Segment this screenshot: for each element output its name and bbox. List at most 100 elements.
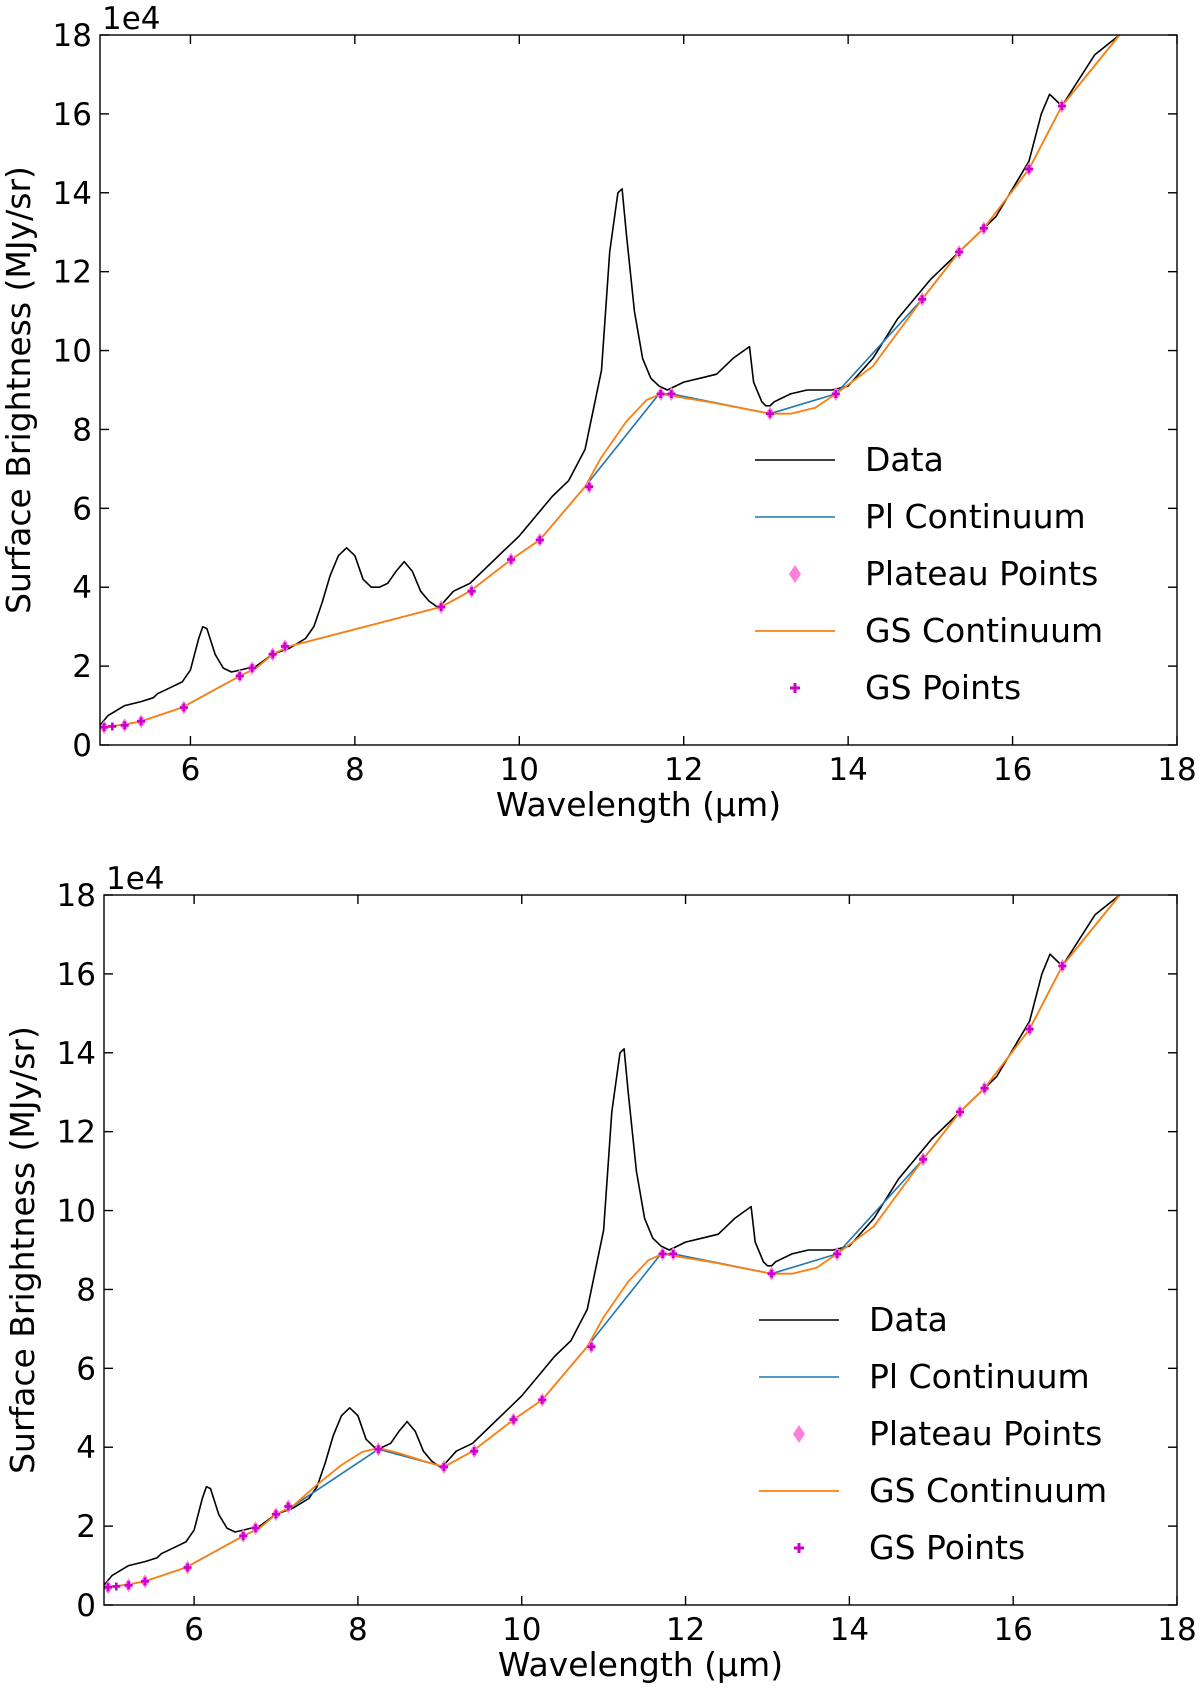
gs-point-marker <box>179 703 188 712</box>
gs-point-marker <box>251 1524 260 1533</box>
y-tick-label: 4 <box>76 1430 96 1466</box>
gs-point-marker <box>272 1510 281 1519</box>
legend-label: GS Continuum <box>869 1471 1107 1510</box>
x-axis-label: Wavelength (μm) <box>496 785 781 824</box>
x-tick-label: 14 <box>828 752 867 788</box>
gs-point-marker <box>980 1084 989 1093</box>
legend-item: GS Points <box>794 1528 1025 1567</box>
plot-area <box>104 895 1121 1595</box>
y-offset-text: 1e4 <box>106 861 165 897</box>
series-line-gs-continuum <box>104 895 1121 1589</box>
y-tick-label: 2 <box>72 649 92 685</box>
gs-point-marker <box>100 723 109 732</box>
y-tick-label: 10 <box>53 334 92 370</box>
gs-point-marker <box>374 1445 383 1454</box>
x-tick-label: 18 <box>1157 1612 1196 1648</box>
gs-point-marker <box>955 247 964 256</box>
x-tick-label: 10 <box>500 752 539 788</box>
x-tick-label: 6 <box>184 1612 204 1648</box>
x-tick-label: 6 <box>181 752 201 788</box>
gs-point-marker <box>268 650 277 659</box>
gs-point-marker <box>919 1155 928 1164</box>
gs-point-marker <box>1057 102 1066 110</box>
legend-item: Pl Continuum <box>755 497 1086 536</box>
legend-label: GS Points <box>865 668 1021 707</box>
gs-point-marker <box>507 555 516 564</box>
y-tick-label: 10 <box>57 1194 96 1230</box>
gs-point-marker <box>918 295 927 304</box>
gs-point-marker <box>509 1415 518 1424</box>
legend-label: Plateau Points <box>869 1414 1102 1453</box>
y-tick-label: 18 <box>57 878 96 914</box>
gs-point-marker <box>658 1249 667 1258</box>
legend: Data Pl Continuum Plateau Points GS Continu… <box>759 1300 1107 1567</box>
gs-point-marker <box>470 1447 479 1456</box>
x-tick-label: 16 <box>993 1612 1032 1648</box>
gs-point-marker <box>538 1395 547 1404</box>
gs-point-marker <box>439 1462 448 1471</box>
y-tick-label: 8 <box>76 1272 96 1308</box>
y-tick-label: 12 <box>53 255 92 291</box>
legend-item: Plateau Points <box>793 1414 1102 1453</box>
gs-point-marker <box>767 1269 776 1278</box>
legend-item: GS Points <box>790 668 1021 707</box>
gs-point-marker <box>669 1249 678 1258</box>
series-line-data <box>104 895 1121 1586</box>
y-axis-label: Surface Brightness (MJy/sr) <box>3 1026 42 1474</box>
legend-label: Pl Continuum <box>869 1357 1090 1396</box>
y-tick-label: 14 <box>57 1036 96 1072</box>
x-tick-label: 16 <box>993 752 1032 788</box>
y-axis-label: Surface Brightness (MJy/sr) <box>0 166 38 614</box>
legend-item: Pl Continuum <box>759 1357 1090 1396</box>
y-tick-label: 16 <box>57 957 96 993</box>
legend-swatch-plateau <box>793 1425 805 1443</box>
gs-point-marker <box>248 664 257 673</box>
x-tick-label: 18 <box>1157 752 1196 788</box>
legend-swatch-gs-points <box>794 1543 804 1553</box>
gs-point-marker <box>120 721 129 730</box>
legend: Data Pl Continuum Plateau Points GS Continu… <box>755 440 1103 707</box>
y-tick-label: 18 <box>53 18 92 54</box>
y-tick-label: 8 <box>72 412 92 448</box>
gs-point-marker <box>183 1563 192 1572</box>
gs-point-marker <box>104 1583 113 1592</box>
legend-item: Plateau Points <box>789 554 1098 593</box>
gs-point-marker <box>1025 1025 1034 1034</box>
gs-point-marker <box>284 1502 293 1511</box>
legend-item: Data <box>755 440 944 479</box>
gs-point-marker <box>831 389 840 398</box>
legend-swatch-gs-points <box>790 683 800 693</box>
x-tick-label: 12 <box>666 1612 705 1648</box>
y-tick-label: 6 <box>72 491 92 527</box>
chart-panel-bottom: 6 8 10 12 14 16 18 0 2 4 6 8 10 12 14 16 18 1e4 Wavelength… <box>3 861 1197 1684</box>
y-tick-label: 16 <box>53 97 92 133</box>
gs-point-marker <box>585 482 594 491</box>
gs-point-marker <box>140 1577 149 1586</box>
gs-point-marker <box>137 717 146 726</box>
chart-panel-top: 6 8 10 12 14 16 18 0 2 4 6 8 10 12 14 16 18 1e4 Wavelength… <box>0 1 1197 824</box>
y-tick-label: 4 <box>72 570 92 606</box>
series-line-data <box>100 35 1120 726</box>
plot-frame <box>99 34 1178 746</box>
x-tick-label: 8 <box>348 1612 368 1648</box>
legend-item: Data <box>759 1300 948 1339</box>
gs-point-marker <box>833 1249 842 1258</box>
x-tick-label: 10 <box>502 1612 541 1648</box>
legend-label: GS Continuum <box>865 611 1103 650</box>
y-tick-label: 12 <box>57 1115 96 1151</box>
y-offset-text: 1e4 <box>102 1 161 37</box>
legend-swatch-plateau <box>789 565 801 583</box>
gs-point-marker <box>235 671 244 680</box>
legend-label: Pl Continuum <box>865 497 1086 536</box>
gs-point-marker <box>108 722 117 731</box>
gs-point-marker <box>955 1107 964 1116</box>
gs-point-marker <box>1058 962 1067 970</box>
legend-label: Plateau Points <box>865 554 1098 593</box>
gs-point-marker <box>437 602 446 611</box>
legend-label: Data <box>865 440 944 479</box>
legend-item: GS Continuum <box>759 1471 1107 1510</box>
gs-point-marker <box>535 535 544 544</box>
y-tick-label: 2 <box>76 1509 96 1545</box>
legend-label: Data <box>869 1300 948 1339</box>
x-tick-label: 12 <box>664 752 703 788</box>
